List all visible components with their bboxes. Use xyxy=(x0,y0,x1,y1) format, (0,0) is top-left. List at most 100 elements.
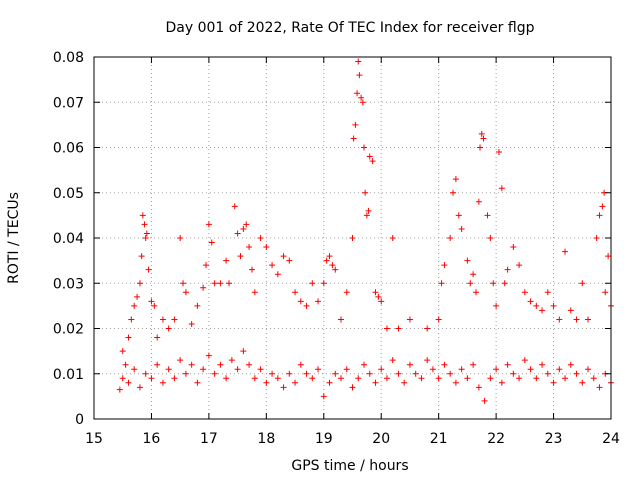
data-point xyxy=(435,375,442,382)
data-point xyxy=(320,280,327,287)
data-point xyxy=(504,266,511,273)
data-point xyxy=(447,235,454,241)
data-point xyxy=(585,316,592,323)
data-point xyxy=(182,370,189,377)
data-point xyxy=(139,212,146,219)
data-point xyxy=(177,357,184,364)
chart-title: Day 001 of 2022, Rate Of TEC Index for r… xyxy=(166,20,535,36)
data-point xyxy=(567,307,574,314)
data-point xyxy=(470,271,477,278)
data-point xyxy=(544,370,551,377)
data-point xyxy=(286,257,293,264)
data-point xyxy=(243,221,250,228)
data-point xyxy=(355,58,362,65)
data-point xyxy=(125,379,132,386)
x-tick-label: 18 xyxy=(257,431,275,447)
data-point xyxy=(579,280,586,287)
data-point xyxy=(303,302,310,309)
data-point xyxy=(122,361,129,368)
data-point xyxy=(487,375,494,382)
data-point xyxy=(332,370,339,377)
data-point xyxy=(365,207,372,214)
data-point xyxy=(263,244,270,251)
data-point xyxy=(369,158,376,165)
data-point xyxy=(441,262,448,269)
axis-ticks xyxy=(93,56,612,420)
data-point xyxy=(363,212,370,219)
data-point xyxy=(350,135,357,142)
y-tick-label: 0.01 xyxy=(53,367,84,383)
data-point xyxy=(605,253,612,260)
data-point xyxy=(134,293,141,300)
data-point xyxy=(510,370,517,377)
data-point xyxy=(585,366,592,373)
data-point xyxy=(131,302,138,309)
data-point xyxy=(473,289,480,296)
data-point xyxy=(516,375,523,382)
data-point xyxy=(395,325,402,332)
data-point xyxy=(148,298,155,305)
data-point xyxy=(234,366,241,373)
data-point xyxy=(138,253,145,260)
data-point xyxy=(338,316,345,323)
data-point xyxy=(539,307,546,314)
data-point xyxy=(424,357,431,364)
data-point xyxy=(424,325,431,332)
data-point xyxy=(251,375,258,382)
data-point xyxy=(493,302,500,309)
data-point xyxy=(217,361,224,368)
data-point xyxy=(237,253,244,260)
data-point xyxy=(142,370,149,377)
data-point xyxy=(504,361,511,368)
data-point xyxy=(343,289,350,296)
data-point xyxy=(323,257,330,264)
data-point xyxy=(490,280,497,287)
data-point xyxy=(136,384,143,391)
data-point xyxy=(475,384,482,391)
data-point xyxy=(562,375,569,382)
data-point xyxy=(303,370,310,377)
data-point xyxy=(372,379,379,386)
data-point xyxy=(329,262,336,269)
y-tick-label: 0.05 xyxy=(53,186,84,202)
data-point xyxy=(362,189,369,196)
data-point xyxy=(180,280,187,287)
data-point xyxy=(487,235,494,241)
data-point xyxy=(556,366,563,373)
x-tick-label: 23 xyxy=(545,431,563,447)
data-point xyxy=(203,262,210,269)
data-point xyxy=(182,289,189,296)
data-point xyxy=(477,144,484,151)
data-point xyxy=(579,379,586,386)
data-point xyxy=(200,284,207,291)
x-tick-label: 15 xyxy=(85,431,103,447)
data-point xyxy=(412,370,419,377)
data-point xyxy=(556,316,563,323)
data-point xyxy=(349,384,356,391)
data-point xyxy=(447,370,454,377)
data-point xyxy=(378,298,385,305)
data-point xyxy=(141,221,148,228)
data-point xyxy=(378,366,385,373)
data-point xyxy=(480,135,487,142)
data-point xyxy=(286,370,293,377)
x-tick-label: 21 xyxy=(430,431,448,447)
data-point xyxy=(498,185,505,192)
data-point xyxy=(375,293,382,300)
data-point xyxy=(240,348,247,355)
data-point xyxy=(452,379,459,386)
data-point xyxy=(274,271,281,278)
y-tick-label: 0.03 xyxy=(53,276,84,292)
data-point xyxy=(119,348,126,355)
x-axis-label: GPS time / hours xyxy=(291,458,408,474)
data-point xyxy=(165,366,172,373)
data-point xyxy=(128,316,135,323)
data-point xyxy=(355,375,362,382)
data-point xyxy=(562,248,569,255)
data-point xyxy=(527,366,534,373)
data-point xyxy=(194,379,201,386)
data-point xyxy=(171,375,178,382)
data-point xyxy=(470,361,477,368)
data-point xyxy=(315,298,322,305)
